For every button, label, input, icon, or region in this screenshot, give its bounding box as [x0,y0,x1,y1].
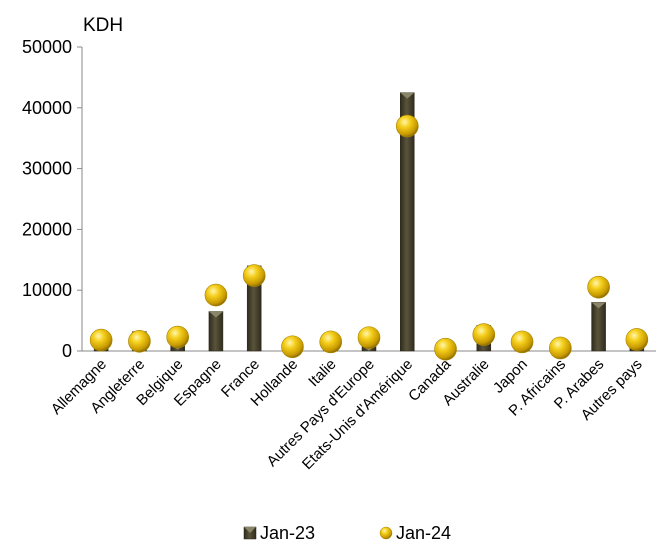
legend-item-jan-24: Jan-24 [379,523,451,543]
bar-jan-23 [591,302,606,352]
y-unit-label: KDH [83,15,123,36]
marker-jan-24 [281,335,304,359]
marker-jan-24 [395,114,419,138]
marker-jan-24 [472,323,496,346]
marker-series [89,114,649,361]
marker-jan-24 [510,330,534,354]
y-tick-label: 50000 [22,37,72,57]
marker-jan-24 [434,337,457,361]
marker-jan-24 [357,326,381,349]
legend-label-jan-23: Jan-23 [260,523,315,543]
bar-cap [400,92,415,99]
y-tick-label: 30000 [22,159,72,179]
legend-swatch-marker [379,526,393,540]
y-tick-label: 10000 [22,280,72,300]
x-tick-label: Italie [305,356,339,390]
y-tick-label: 20000 [22,219,72,239]
legend-item-jan-23: Jan-23 [243,523,315,543]
bar-series [93,92,645,356]
y-axis: 0 10000 20000 30000 40000 50000 [22,37,82,361]
marker-jan-24 [204,283,228,307]
marker-jan-24 [319,330,343,354]
bar-cap [208,311,223,318]
marker-jan-24 [625,328,649,351]
y-tick-label: 0 [62,341,72,361]
bar-cap [591,302,606,309]
marker-jan-24 [128,329,151,353]
legend: Jan-23 Jan-24 [243,523,451,543]
marker-jan-24 [549,336,572,360]
marker-jan-24 [242,264,266,287]
marker-jan-24 [166,325,189,349]
x-axis-labels: AllemagneAngleterreBelgiqueEspagneFrance… [48,355,646,473]
marker-jan-24 [89,328,113,352]
legend-label-jan-24: Jan-24 [396,523,451,543]
y-tick-label: 40000 [22,98,72,118]
marker-jan-24 [587,275,610,299]
